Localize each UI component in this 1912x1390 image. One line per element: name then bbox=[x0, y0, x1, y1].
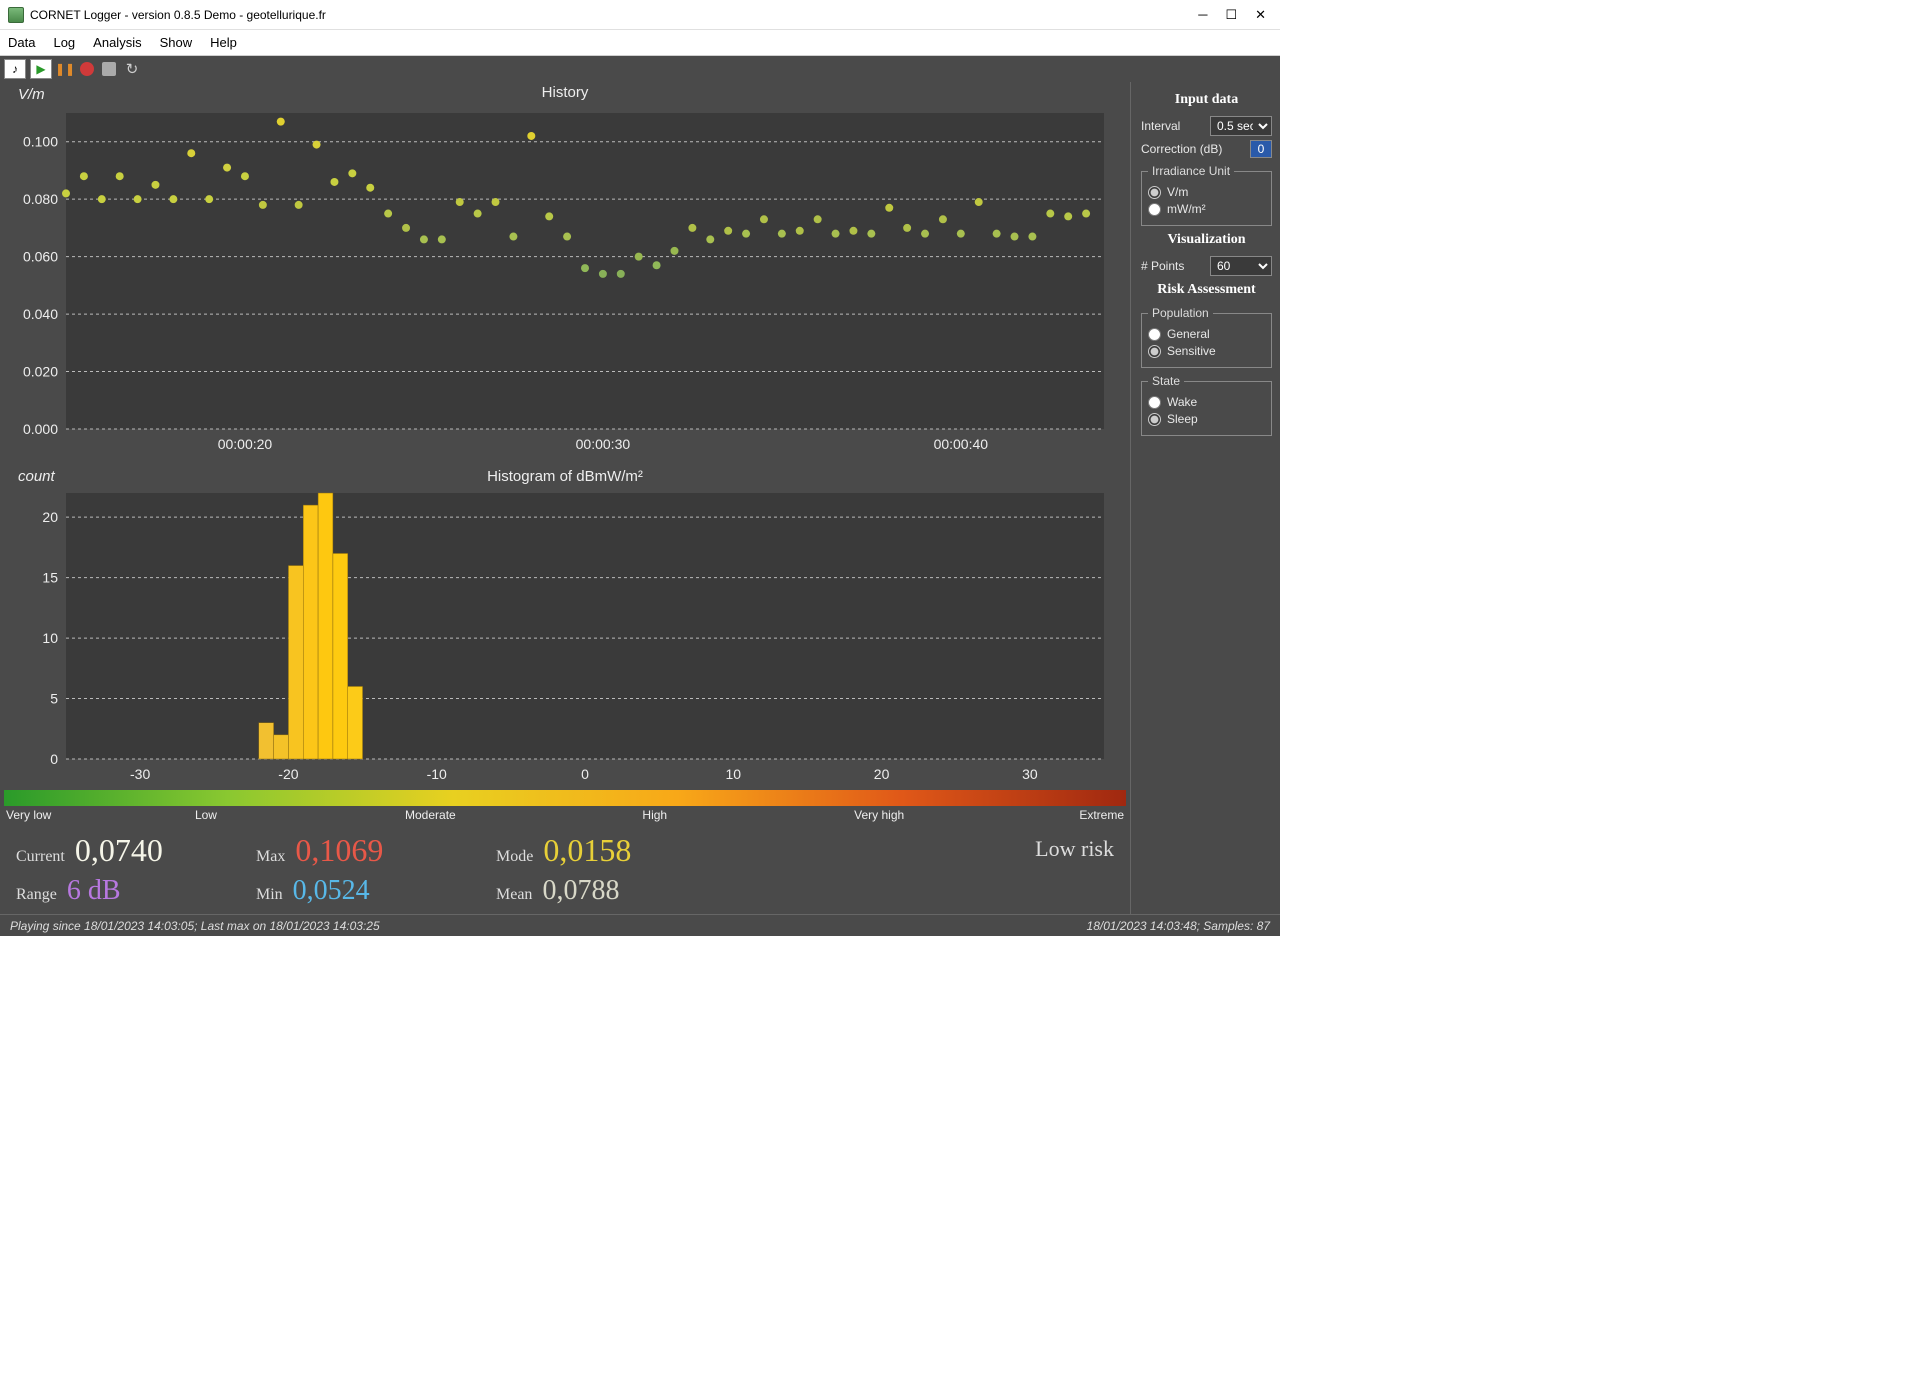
risk-label-low: Low bbox=[195, 808, 217, 822]
risk-label-very-high: Very high bbox=[854, 808, 904, 822]
risk-label-moderate: Moderate bbox=[405, 808, 456, 822]
stat-max-label: Max bbox=[256, 848, 285, 866]
svg-text:-20: -20 bbox=[278, 766, 298, 782]
stat-mode-label: Mode bbox=[496, 848, 533, 866]
svg-text:0: 0 bbox=[581, 766, 589, 782]
interval-select[interactable]: 0.5 sec bbox=[1210, 116, 1272, 136]
svg-text:-10: -10 bbox=[427, 766, 447, 782]
toolbar: ♪ ▶ ❚❚ ↻ bbox=[0, 56, 1280, 82]
stat-range-label: Range bbox=[16, 886, 57, 904]
titlebar: CORNET Logger - version 0.8.5 Demo - geo… bbox=[0, 0, 1280, 30]
histogram-ylabel: count bbox=[18, 468, 55, 485]
status-left: Playing since 18/01/2023 14:03:05; Last … bbox=[10, 919, 380, 933]
stat-max-value: 0,1069 bbox=[295, 832, 383, 869]
population-title: Population bbox=[1148, 306, 1213, 320]
svg-text:00:00:20: 00:00:20 bbox=[218, 436, 273, 452]
menu-data[interactable]: Data bbox=[8, 35, 35, 50]
correction-input[interactable] bbox=[1250, 140, 1272, 158]
menu-analysis[interactable]: Analysis bbox=[93, 35, 141, 50]
status-right: 18/01/2023 14:03:48; Samples: 87 bbox=[1087, 919, 1270, 933]
history-chart: V/m History 0.000 0.020 0.040 0.060 0.080 0.1… bbox=[4, 82, 1126, 462]
points-label: # Points bbox=[1141, 259, 1184, 273]
menubar: Data Log Analysis Show Help bbox=[0, 30, 1280, 56]
svg-text:0.080: 0.080 bbox=[23, 191, 58, 207]
points-select[interactable]: 60 bbox=[1210, 256, 1272, 276]
irradiance-unit-title: Irradiance Unit bbox=[1148, 164, 1234, 178]
stat-min-label: Min bbox=[256, 886, 283, 904]
svg-text:00:00:30: 00:00:30 bbox=[576, 436, 631, 452]
svg-text:0.000: 0.000 bbox=[23, 421, 58, 437]
menu-log[interactable]: Log bbox=[53, 35, 75, 50]
stat-mode-value: 0,0158 bbox=[543, 832, 631, 869]
record-button[interactable] bbox=[78, 59, 96, 79]
pop-sensitive-radio[interactable] bbox=[1148, 345, 1161, 358]
risk-assessment-text: Low risk bbox=[1035, 832, 1114, 862]
svg-text:10: 10 bbox=[42, 630, 58, 646]
svg-text:0.100: 0.100 bbox=[23, 134, 58, 150]
interval-label: Interval bbox=[1141, 119, 1180, 133]
history-title: History bbox=[4, 82, 1126, 103]
history-ylabel: V/m bbox=[18, 86, 45, 103]
state-title: State bbox=[1148, 374, 1184, 388]
statusbar: Playing since 18/01/2023 14:03:05; Last … bbox=[0, 914, 1280, 936]
menu-show[interactable]: Show bbox=[160, 35, 193, 50]
pause-button[interactable]: ❚❚ bbox=[56, 59, 74, 79]
side-panel: Input data Interval 0.5 sec Correction (… bbox=[1130, 82, 1280, 914]
svg-text:30: 30 bbox=[1022, 766, 1038, 782]
note-button[interactable]: ♪ bbox=[4, 59, 26, 79]
svg-text:0.020: 0.020 bbox=[23, 364, 58, 380]
svg-text:20: 20 bbox=[874, 766, 890, 782]
window-title: CORNET Logger - version 0.8.5 Demo - geo… bbox=[30, 8, 1198, 22]
svg-text:0.060: 0.060 bbox=[23, 249, 58, 265]
stat-range-value: 6 dB bbox=[67, 875, 121, 907]
pop-general-radio[interactable] bbox=[1148, 328, 1161, 341]
stats-bar: Current 0,0740 Range 6 dB Max 0,1069 Min bbox=[4, 826, 1126, 911]
svg-text:20: 20 bbox=[42, 509, 58, 525]
state-sleep-radio[interactable] bbox=[1148, 413, 1161, 426]
risk-label-extreme: Extreme bbox=[1079, 808, 1124, 822]
stop-button[interactable] bbox=[100, 59, 118, 79]
stat-min-value: 0,0524 bbox=[293, 875, 370, 907]
irr-mw-radio[interactable] bbox=[1148, 203, 1161, 216]
risk-assessment-title: Risk Assessment bbox=[1141, 282, 1272, 298]
irradiance-unit-group: Irradiance Unit V/m mW/m² bbox=[1141, 164, 1272, 226]
svg-text:0: 0 bbox=[50, 751, 58, 767]
svg-text:00:00:40: 00:00:40 bbox=[934, 436, 989, 452]
correction-label: Correction (dB) bbox=[1141, 142, 1222, 156]
svg-text:5: 5 bbox=[50, 691, 58, 707]
play-button[interactable]: ▶ bbox=[30, 59, 52, 79]
svg-text:0.040: 0.040 bbox=[23, 306, 58, 322]
svg-text:10: 10 bbox=[725, 766, 741, 782]
maximize-button[interactable]: ☐ bbox=[1225, 7, 1237, 23]
stat-current-label: Current bbox=[16, 848, 65, 866]
minimize-button[interactable]: ─ bbox=[1198, 7, 1207, 23]
population-group: Population General Sensitive bbox=[1141, 306, 1272, 368]
risk-label-very-low: Very low bbox=[6, 808, 51, 822]
stat-current-value: 0,0740 bbox=[75, 832, 163, 869]
stat-mean-value: 0,0788 bbox=[542, 875, 619, 907]
menu-help[interactable]: Help bbox=[210, 35, 237, 50]
risk-scale: Very low Low Moderate High Very high Extreme bbox=[4, 790, 1126, 822]
input-data-title: Input data bbox=[1141, 92, 1272, 108]
visualization-title: Visualization bbox=[1141, 232, 1272, 248]
svg-text:-30: -30 bbox=[130, 766, 150, 782]
reload-button[interactable]: ↻ bbox=[122, 59, 142, 79]
state-wake-radio[interactable] bbox=[1148, 396, 1161, 409]
svg-text:15: 15 bbox=[42, 570, 58, 586]
state-group: State Wake Sleep bbox=[1141, 374, 1272, 436]
irr-vm-radio[interactable] bbox=[1148, 186, 1161, 199]
app-icon bbox=[8, 7, 24, 23]
histogram-title: Histogram of dBmW/m² bbox=[4, 466, 1126, 487]
close-button[interactable]: ✕ bbox=[1255, 7, 1266, 23]
stat-mean-label: Mean bbox=[496, 886, 532, 904]
histogram-chart: count Histogram of dBmW/m² 0 5 10 15 20 -30 -2… bbox=[4, 466, 1126, 786]
risk-label-high: High bbox=[642, 808, 667, 822]
